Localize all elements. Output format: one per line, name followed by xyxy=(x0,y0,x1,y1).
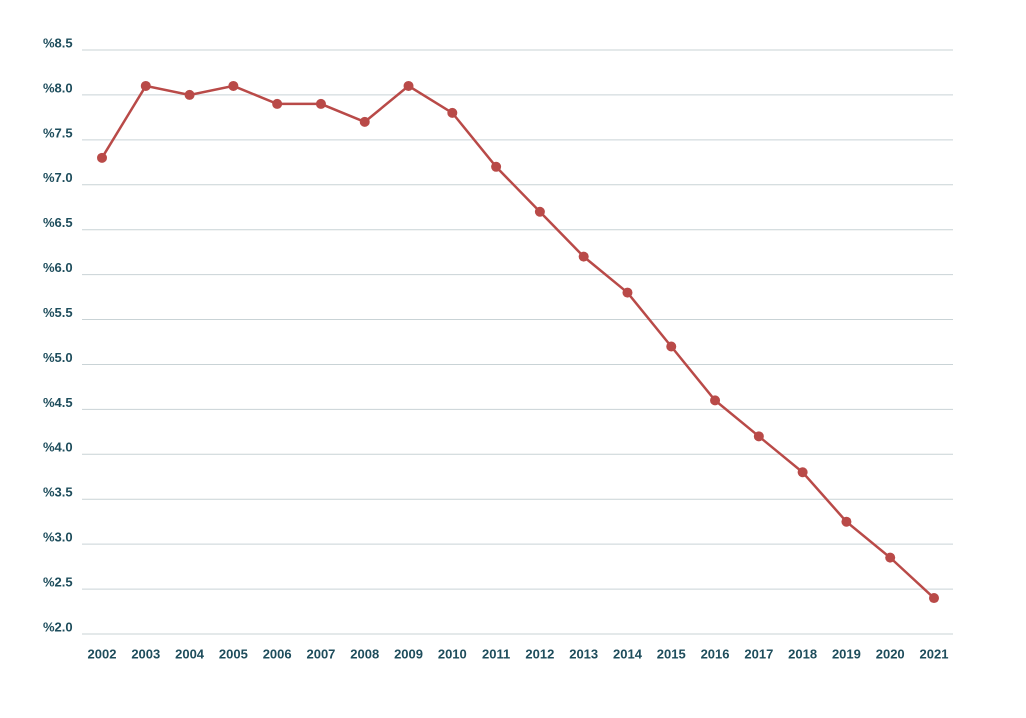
x-tick-label: 2020 xyxy=(876,646,905,661)
data-line xyxy=(100,84,935,599)
x-tick-label: 2021 xyxy=(920,646,949,661)
x-tick-label: 2015 xyxy=(657,646,686,661)
x-tick-label: 2005 xyxy=(219,646,248,661)
y-tick-label: %8.0 xyxy=(43,80,73,95)
data-point xyxy=(841,516,852,527)
y-tick-label: %4.0 xyxy=(43,440,73,455)
y-tick-label: %7.5 xyxy=(43,125,73,140)
x-tick-label: 2011 xyxy=(482,646,510,661)
y-tick-label: %2.0 xyxy=(43,619,73,634)
data-point xyxy=(447,107,458,118)
y-tick-label: %3.0 xyxy=(43,530,73,545)
x-tick-label: 2016 xyxy=(701,646,730,661)
y-tick-label: %5.5 xyxy=(43,305,73,320)
y-tick-label: %5.0 xyxy=(43,350,73,365)
y-tick-label: %4.5 xyxy=(43,395,73,410)
data-point xyxy=(359,116,370,127)
data-point xyxy=(797,467,808,478)
x-tick-label: 2012 xyxy=(525,646,554,661)
x-tick-label: 2009 xyxy=(394,646,423,661)
x-tick-label: 2010 xyxy=(438,646,467,661)
x-tick-label: 2017 xyxy=(744,646,773,661)
x-tick-label: 2014 xyxy=(613,646,643,661)
x-tick-label: 2003 xyxy=(131,646,160,661)
x-tick-label: 2008 xyxy=(350,646,379,661)
data-point xyxy=(491,161,502,172)
data-point xyxy=(272,98,283,109)
y-tick-label: %2.5 xyxy=(43,575,73,590)
data-point xyxy=(534,206,545,217)
data-point xyxy=(753,431,764,442)
data-point xyxy=(184,89,195,100)
data-point xyxy=(97,152,107,163)
y-tick-label: %7.0 xyxy=(43,170,73,185)
x-tick-label: 2006 xyxy=(263,646,292,661)
data-point xyxy=(578,251,589,262)
data-point xyxy=(622,287,633,298)
x-tick-label: 2004 xyxy=(175,646,205,661)
data-point xyxy=(403,80,414,91)
x-tick-label: 2007 xyxy=(306,646,335,661)
y-tick-label: %8.5 xyxy=(43,35,73,50)
y-tick-label: %6.5 xyxy=(43,215,73,230)
data-point xyxy=(710,395,721,406)
data-point xyxy=(315,98,326,109)
data-point xyxy=(228,80,239,91)
data-point xyxy=(885,552,896,563)
x-tick-label: 2018 xyxy=(788,646,817,661)
data-point xyxy=(140,80,151,91)
data-point xyxy=(929,593,939,604)
x-tick-label: 2013 xyxy=(569,646,598,661)
y-tick-label: %3.5 xyxy=(43,485,73,500)
x-tick-label: 2002 xyxy=(88,646,117,661)
x-tick-label: 2019 xyxy=(832,646,861,661)
data-point xyxy=(666,341,677,352)
y-tick-label: %6.0 xyxy=(43,260,73,275)
